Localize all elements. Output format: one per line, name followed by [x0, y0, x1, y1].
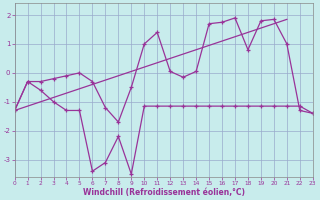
X-axis label: Windchill (Refroidissement éolien,°C): Windchill (Refroidissement éolien,°C) — [83, 188, 245, 197]
